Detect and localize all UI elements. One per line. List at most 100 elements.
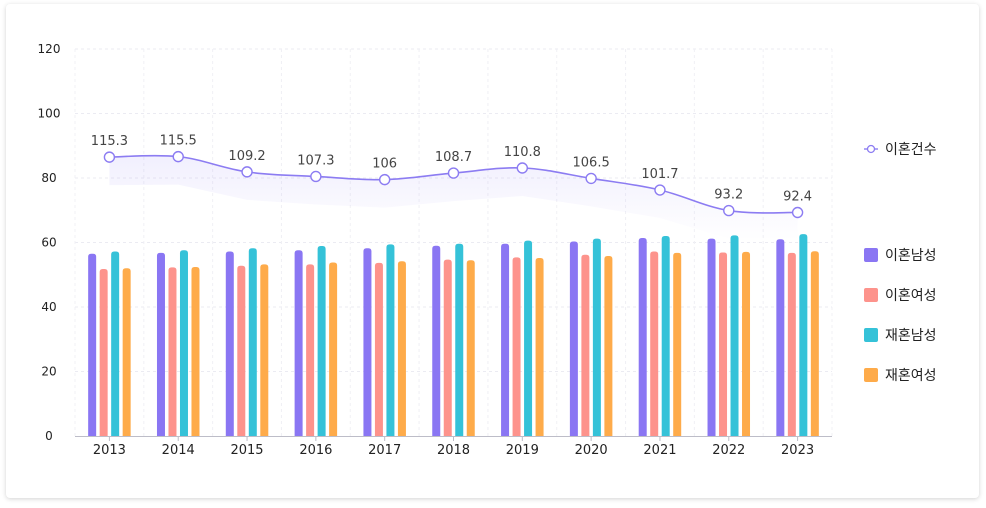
- x-tick-label: 2015: [230, 443, 263, 458]
- bar-이혼남성: [638, 237, 647, 436]
- bar-이혼여성: [374, 262, 383, 436]
- bar-재혼여성: [535, 257, 544, 436]
- bar-이혼남성: [294, 250, 303, 436]
- x-tick-label: 2020: [575, 443, 608, 458]
- line-data-label: 93.2: [714, 188, 743, 203]
- legend-swatch: [864, 368, 878, 382]
- bar-재혼여성: [466, 260, 475, 436]
- legend-label: 이혼남성: [885, 248, 937, 264]
- y-tick-label: 40: [41, 300, 56, 314]
- legend-label: 재혼남성: [885, 328, 937, 344]
- bar-이혼여성: [443, 259, 452, 436]
- bar-이혼여성: [168, 267, 177, 436]
- bar-재혼남성: [317, 246, 326, 436]
- line-point: [310, 170, 322, 183]
- line-point: [654, 184, 666, 196]
- x-tick-label: 2014: [162, 443, 195, 458]
- line-data-label: 92.4: [783, 190, 812, 205]
- legend-label: 이혼여성: [885, 288, 937, 304]
- line-data-label: 106.5: [573, 155, 610, 170]
- x-tick-label: 2021: [643, 443, 676, 458]
- bar-이혼여성: [306, 264, 315, 436]
- line-data-label: 110.8: [504, 145, 541, 160]
- legend-swatch: [864, 288, 878, 302]
- y-tick-label: 80: [41, 171, 56, 185]
- y-tick-label: 60: [41, 236, 56, 250]
- bar-이혼여성: [581, 254, 590, 436]
- bar-이혼남성: [569, 241, 578, 436]
- bar-이혼여성: [512, 257, 521, 436]
- y-tick-label: 100: [38, 107, 61, 121]
- bar-재혼여성: [673, 252, 682, 436]
- line-point: [172, 150, 184, 163]
- y-tick-label: 120: [38, 42, 61, 56]
- legend-label: 이혼건수: [885, 142, 937, 158]
- x-tick-label: 2023: [781, 443, 814, 458]
- line-point: [585, 172, 597, 185]
- line-point: [241, 166, 253, 178]
- x-tick-label: 2022: [712, 443, 745, 458]
- bar-이혼남성: [707, 238, 716, 436]
- bar-재혼남성: [179, 250, 188, 436]
- bar-재혼여성: [604, 256, 613, 436]
- bar-재혼여성: [742, 251, 751, 436]
- bar-재혼남성: [455, 243, 464, 436]
- x-tick-label: 2017: [368, 443, 401, 458]
- bar-재혼여성: [810, 251, 819, 436]
- line-data-label: 115.5: [160, 134, 197, 149]
- bar-재혼여성: [191, 267, 200, 436]
- line-point: [723, 204, 735, 217]
- line-data-label: 107.3: [297, 153, 334, 168]
- y-tick-label: 0: [45, 429, 53, 443]
- x-tick-label: 2013: [93, 443, 126, 458]
- bar-재혼여성: [397, 261, 406, 436]
- bar-이혼남성: [363, 248, 372, 436]
- bar-재혼여성: [329, 262, 338, 436]
- bar-이혼남성: [501, 243, 510, 436]
- bar-이혼여성: [650, 251, 659, 436]
- bar-재혼남성: [799, 234, 808, 436]
- bar-재혼남성: [248, 248, 257, 436]
- x-axis: 2013 2014 2015 2016 2017 2018 2019 2020 2021 2022…: [75, 436, 832, 458]
- bar-재혼여성: [122, 268, 131, 436]
- line-point: [378, 173, 391, 186]
- grid-lines: [74, 48, 833, 436]
- x-tick-label: 2016: [299, 443, 332, 458]
- legend-swatch: [864, 248, 878, 262]
- legend-swatch: [864, 328, 878, 342]
- y-tick-label: 20: [41, 365, 56, 379]
- line-point: [516, 162, 529, 174]
- bar-이혼남성: [88, 253, 97, 436]
- bar-재혼남성: [111, 251, 120, 436]
- line-point: [103, 151, 116, 163]
- bar-재혼남성: [730, 235, 739, 436]
- bar-이혼여성: [719, 252, 728, 436]
- line-series: 115.3 115.5 109.2 107.3 106 108.7 110.8 106.5 10…: [91, 134, 812, 241]
- bar-이혼남성: [776, 239, 785, 436]
- y-axis: 0 20 40 60 80 100 120: [38, 42, 61, 443]
- bar-이혼남성: [156, 252, 165, 436]
- bar-재혼남성: [524, 240, 533, 436]
- legend-label: 재혼여성: [885, 368, 937, 384]
- bar-재혼남성: [592, 238, 601, 436]
- legend-point-marker: [866, 144, 876, 154]
- bar-이혼여성: [787, 252, 796, 436]
- line-data-label: 108.7: [435, 150, 472, 165]
- x-tick-label: 2019: [506, 443, 539, 458]
- line-data-label: 109.2: [228, 149, 265, 164]
- bar-재혼남성: [386, 244, 395, 436]
- line-data-label: 115.3: [91, 134, 128, 149]
- line-point: [791, 206, 804, 219]
- bar-재혼여성: [260, 264, 269, 436]
- bar-이혼여성: [237, 265, 246, 436]
- bar-이혼남성: [432, 245, 441, 436]
- line-shadow: [109, 155, 798, 241]
- x-tick-label: 2018: [437, 443, 470, 458]
- bar-series: [88, 234, 819, 436]
- line-point: [447, 167, 460, 179]
- bar-이혼남성: [225, 251, 234, 436]
- bar-이혼여성: [99, 268, 108, 436]
- line-data-label: 106: [372, 157, 397, 172]
